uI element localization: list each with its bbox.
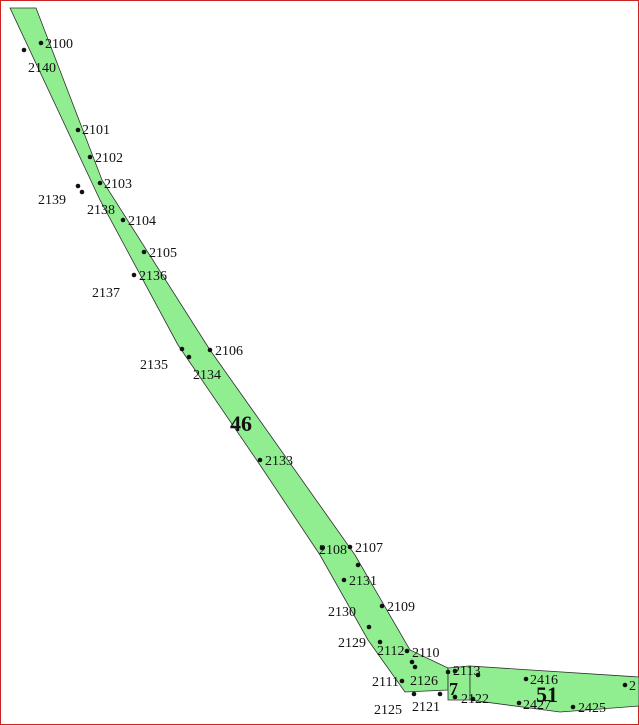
point-label-2101: 2101 [82, 123, 110, 138]
point-marker[interactable] [179, 346, 185, 352]
point-marker[interactable] [319, 545, 325, 551]
parcel-label-51: 51 [536, 682, 558, 707]
point-label-2139: 2139 [38, 193, 66, 208]
point-marker[interactable] [366, 624, 372, 630]
point-marker[interactable] [379, 603, 385, 609]
point-label-2108: 2108 [319, 543, 347, 558]
point-label-2112: 2112 [377, 644, 404, 659]
point-marker[interactable] [399, 678, 405, 684]
point-marker[interactable] [97, 180, 103, 186]
point-marker[interactable] [186, 354, 192, 360]
point-label-2129: 2129 [338, 636, 366, 651]
point-label-2126: 2126 [410, 674, 438, 689]
point-label-2135: 2135 [140, 358, 168, 373]
parcel-label-7: 7 [449, 679, 458, 699]
point-label-2105: 2105 [149, 246, 177, 261]
point-marker[interactable] [412, 664, 418, 670]
point-marker[interactable] [75, 183, 81, 189]
point-labels: 2100 2140 2101 2102 2103 2139 2138 2104 … [28, 37, 636, 718]
point-marker[interactable] [470, 696, 476, 702]
point-label-2136: 2136 [139, 269, 167, 284]
point-label-2109: 2109 [387, 600, 415, 615]
point-label-2104: 2104 [128, 214, 156, 229]
point-marker[interactable] [75, 127, 81, 133]
point-markers [21, 40, 628, 710]
point-label-2427: 2427 [523, 698, 551, 713]
point-label-2100: 2100 [45, 37, 73, 52]
point-label-2130: 2130 [328, 605, 356, 620]
point-marker[interactable] [452, 694, 458, 700]
point-label-2107: 2107 [355, 541, 383, 556]
point-marker[interactable] [570, 704, 576, 710]
point-marker[interactable] [347, 544, 353, 550]
point-label-2425: 2425 [578, 701, 606, 716]
point-marker[interactable] [341, 577, 347, 583]
point-marker[interactable] [79, 189, 85, 195]
point-label-2138: 2138 [87, 203, 115, 218]
point-marker[interactable] [257, 457, 263, 463]
point-marker[interactable] [404, 648, 410, 654]
point-marker[interactable] [38, 40, 44, 46]
point-label-2137: 2137 [92, 286, 120, 301]
point-label-2133: 2133 [265, 454, 293, 469]
point-marker[interactable] [622, 682, 628, 688]
point-marker[interactable] [445, 669, 451, 675]
point-marker[interactable] [141, 249, 147, 255]
point-label-2122: 2122 [461, 692, 489, 707]
point-label-2416: 2416 [530, 673, 558, 688]
point-label-2140: 2140 [28, 61, 56, 76]
point-marker[interactable] [516, 700, 522, 706]
point-label-2121: 2121 [412, 700, 440, 715]
point-label-2103: 2103 [104, 177, 132, 192]
point-label-2106: 2106 [215, 344, 243, 359]
point-marker[interactable] [411, 691, 417, 697]
point-label-2113: 2113 [453, 664, 480, 679]
point-marker[interactable] [409, 659, 415, 665]
parcel-51[interactable] [469, 665, 639, 713]
point-marker[interactable] [437, 691, 443, 697]
point-marker[interactable] [131, 272, 137, 278]
point-label-2111: 2111 [372, 675, 399, 690]
point-marker[interactable] [21, 47, 27, 53]
point-label-2: 2 [629, 679, 636, 694]
point-marker[interactable] [207, 347, 213, 353]
point-marker[interactable] [452, 668, 458, 674]
point-marker[interactable] [475, 672, 481, 678]
point-label-2131: 2131 [349, 574, 377, 589]
parcel-label-46: 46 [230, 411, 252, 436]
point-label-2125: 2125 [374, 703, 402, 718]
point-marker[interactable] [523, 676, 529, 682]
point-marker[interactable] [120, 217, 126, 223]
point-label-2102: 2102 [95, 151, 123, 166]
point-label-2110: 2110 [412, 646, 439, 661]
point-marker[interactable] [377, 639, 383, 645]
point-marker[interactable] [355, 562, 361, 568]
point-marker[interactable] [87, 154, 93, 160]
point-label-2134: 2134 [193, 368, 221, 383]
